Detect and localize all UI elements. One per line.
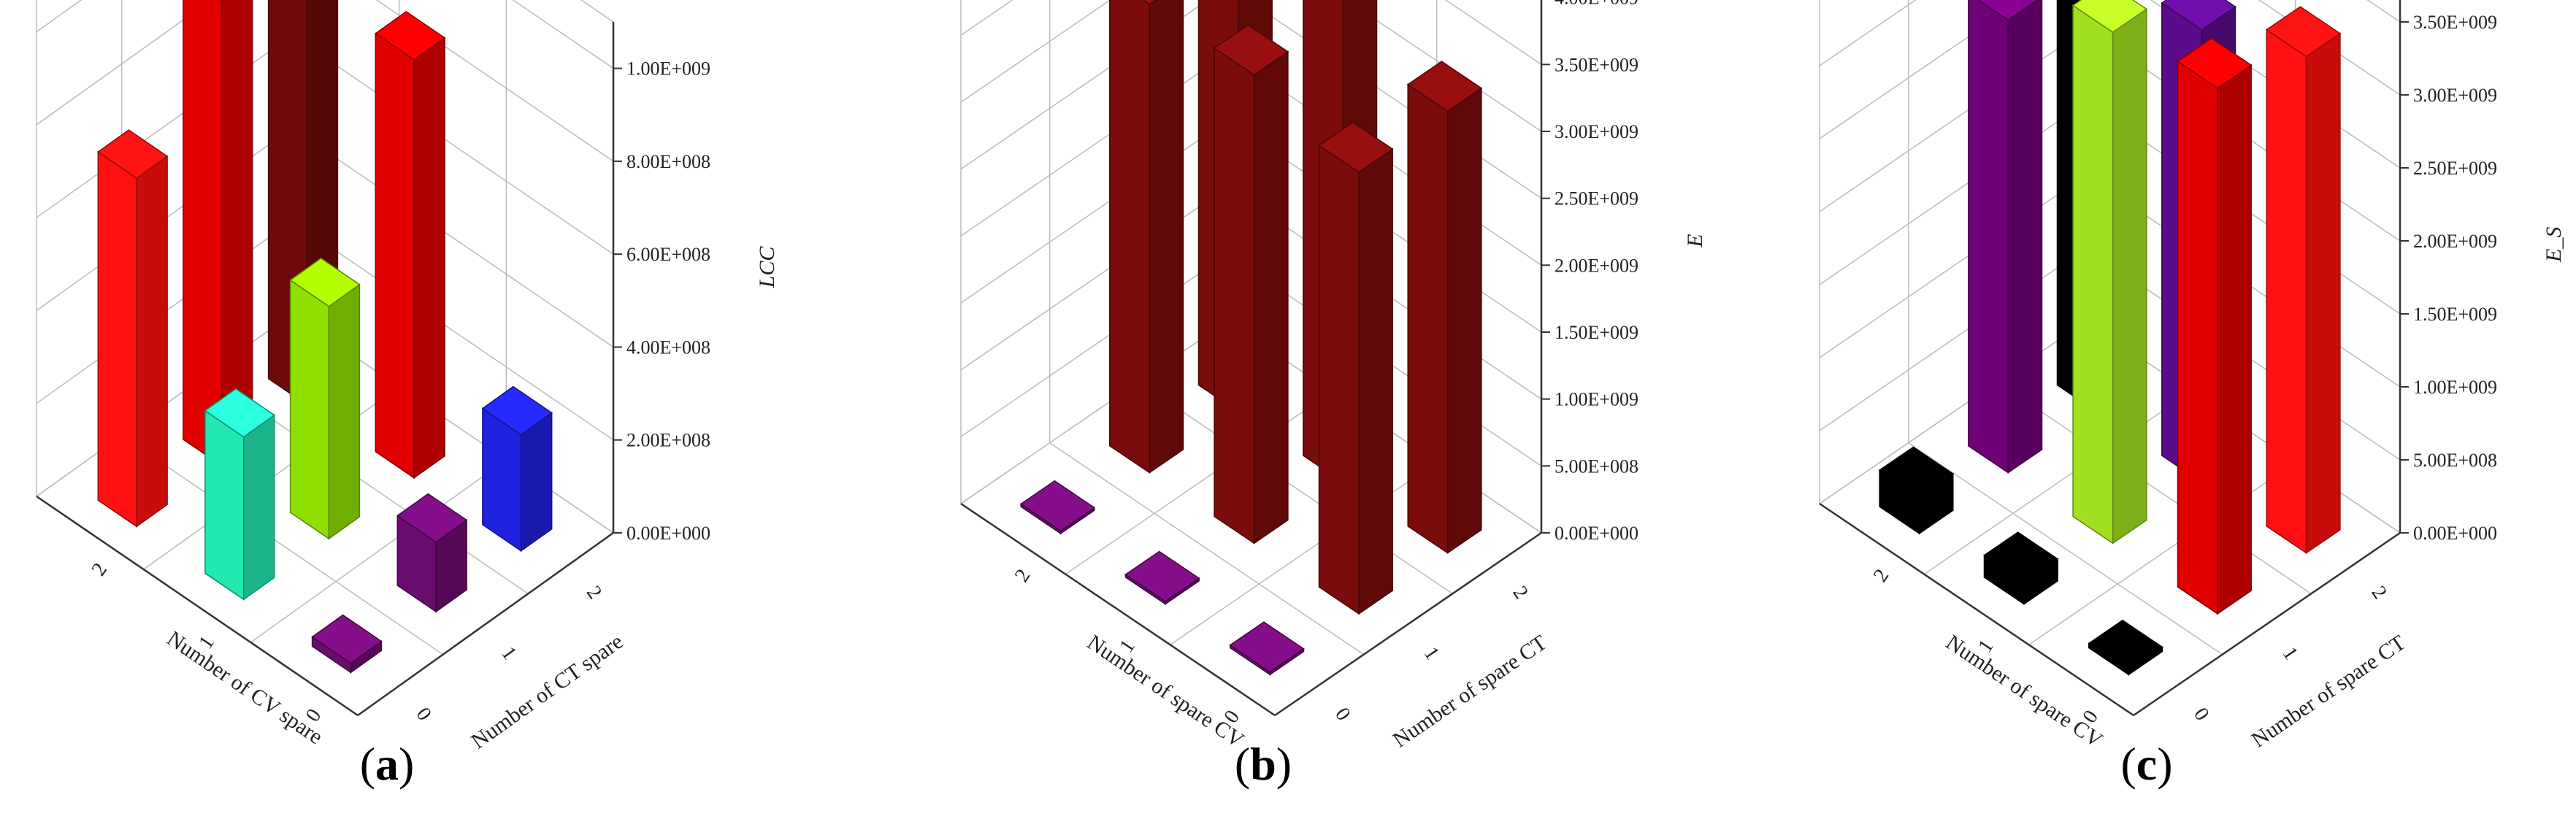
x-tick-label: 2 xyxy=(88,559,112,580)
z-tick-label: 5.00E+008 xyxy=(1555,455,1638,477)
z-tick-label: 3.50E+009 xyxy=(1555,54,1638,75)
bar xyxy=(2265,6,2342,554)
z-tick-label: 2.00E+008 xyxy=(626,430,710,451)
y-tick-label: 0 xyxy=(1330,704,1354,725)
z-tick-label: 1.00E+009 xyxy=(1555,389,1638,410)
y-tick-label: 2 xyxy=(2366,582,2391,603)
z-tick-label: 2.00E+009 xyxy=(1555,255,1638,276)
bar xyxy=(1019,480,1096,535)
caption-a: (a) xyxy=(359,738,415,790)
z-tick-label: 4.00E+008 xyxy=(626,337,710,358)
y-tick-label: 0 xyxy=(2189,704,2213,725)
z-tick-label: 0.00E+000 xyxy=(626,523,710,544)
z-tick-label: 6.00E+008 xyxy=(626,244,710,265)
bar xyxy=(2177,37,2253,615)
y-axis-label: Number of CT spare xyxy=(467,629,627,753)
bars xyxy=(1878,0,2342,676)
bar xyxy=(1406,61,1483,554)
z-tick-label: 2.50E+009 xyxy=(2413,158,2497,179)
bar xyxy=(374,10,446,480)
bar xyxy=(2071,0,2148,545)
y-axis-label: Number of spare CT xyxy=(1389,631,1552,753)
y-tick-label: 2 xyxy=(582,582,606,603)
bar xyxy=(204,388,276,601)
y-tick-label: 0 xyxy=(412,704,436,725)
bar xyxy=(1109,0,1184,474)
z-tick-label: 1.00E+009 xyxy=(626,58,710,80)
bars xyxy=(1019,0,1483,676)
z-tick-label: 5.00E+008 xyxy=(2413,450,2497,471)
bar xyxy=(289,257,361,540)
bars xyxy=(96,0,553,674)
bar xyxy=(396,493,468,613)
bar xyxy=(96,129,169,528)
z-axis-label: LCC xyxy=(755,246,779,289)
bar xyxy=(1968,0,2043,474)
y-tick-label: 1 xyxy=(497,642,521,664)
y-axis-label: Number of spare CT xyxy=(2247,631,2410,753)
y-tick-label: 1 xyxy=(1419,643,1444,664)
z-tick-label: 3.00E+009 xyxy=(2413,85,2497,106)
z-tick-label: 1.50E+009 xyxy=(2413,304,2497,325)
z-tick-label: 2.50E+009 xyxy=(1555,188,1638,209)
z-tick-label: 0.00E+000 xyxy=(1555,523,1638,544)
x-tick-label: 2 xyxy=(1011,565,1035,586)
z-tick-label: 0.00E+000 xyxy=(2413,523,2497,544)
z-tick-label: 8.00E+008 xyxy=(626,151,710,172)
z-tick-label: 3.00E+009 xyxy=(1555,121,1638,142)
z-axis-label: E xyxy=(1683,234,1707,247)
y-tick-label: 1 xyxy=(2278,643,2302,664)
bar xyxy=(1213,24,1289,545)
chart-panel-c: 0.00E+000 5.00E+008 1.00E+009 1.50E+009 2.00… xyxy=(1819,0,2566,753)
z-tick-label: 1.00E+009 xyxy=(2413,377,2497,398)
x-axis-label: Number of spare CV xyxy=(1083,630,1249,753)
chart-panel-b: 0.00E+000 5.00E+008 1.00E+009 1.50E+009 2.00… xyxy=(960,0,1707,753)
bar xyxy=(311,614,383,674)
z-axis-label: E_S xyxy=(2542,227,2566,263)
bar xyxy=(2088,619,2163,676)
x-axis-label: Number of spare CV xyxy=(1941,630,2107,753)
bar xyxy=(1124,550,1200,605)
z-tick-label: 3.50E+009 xyxy=(2413,12,2497,33)
bar xyxy=(1983,531,2059,605)
z-tick-label: 4.00E+009 xyxy=(1555,0,1638,9)
bar xyxy=(1229,621,1305,676)
caption-b: (b) xyxy=(1234,738,1292,790)
chart-panel-a: 0.00E+000 2.00E+008 4.00E+008 6.00E+008 8.00… xyxy=(36,0,779,753)
bar xyxy=(1878,446,1955,535)
z-tick-label: 1.50E+009 xyxy=(1555,322,1638,343)
bar xyxy=(1318,121,1394,615)
z-tick-label: 2.00E+009 xyxy=(2413,231,2497,252)
y-tick-label: 2 xyxy=(1508,582,1532,603)
x-axis-label: Number of CV spare xyxy=(163,626,327,749)
caption-c: (c) xyxy=(2120,738,2173,790)
bar xyxy=(481,385,553,553)
x-tick-label: 2 xyxy=(1869,565,1894,586)
